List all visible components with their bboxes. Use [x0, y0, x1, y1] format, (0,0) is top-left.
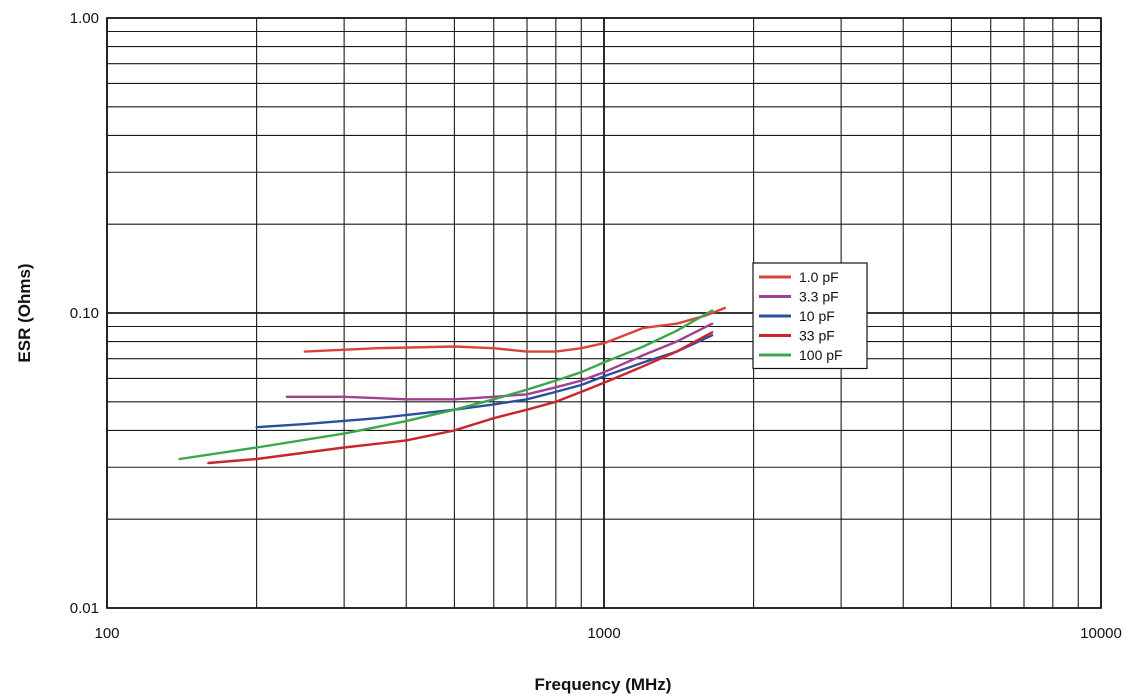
y-axis-title: ESR (Ohms): [15, 263, 34, 362]
x-tick-label: 1000: [587, 625, 620, 642]
x-tick-label: 100: [94, 625, 119, 642]
series-line-100-pf: [178, 309, 714, 461]
series-line-3-3-pf: [285, 322, 714, 401]
plot-frame: [106, 17, 1102, 609]
legend-label: 100 pF: [799, 347, 843, 363]
plot-border: [106, 17, 1102, 609]
series-layer: [178, 306, 726, 465]
series-line-33-pf: [207, 331, 714, 465]
series-line-1-0-pf: [303, 306, 726, 353]
y-tick-label: 0.10: [70, 305, 99, 322]
legend-label: 1.0 pF: [799, 269, 839, 285]
legend-label: 33 pF: [799, 328, 835, 344]
legend-label: 10 pF: [799, 308, 835, 324]
tick-labels: 100 1000 10000 0.01 0.10 1.00: [70, 10, 1122, 642]
series-line-10-pf: [255, 334, 714, 429]
y-tick-label: 0.01: [70, 600, 99, 617]
x-axis-title: Frequency (MHz): [535, 675, 672, 694]
plot-grid: [106, 17, 1102, 609]
x-tick-label: 10000: [1080, 625, 1122, 642]
y-tick-label: 1.00: [70, 10, 99, 27]
legend-label: 3.3 pF: [799, 289, 839, 305]
legend: 1.0 pF 3.3 pF 10 pF 33 pF 100 pF: [752, 262, 868, 370]
